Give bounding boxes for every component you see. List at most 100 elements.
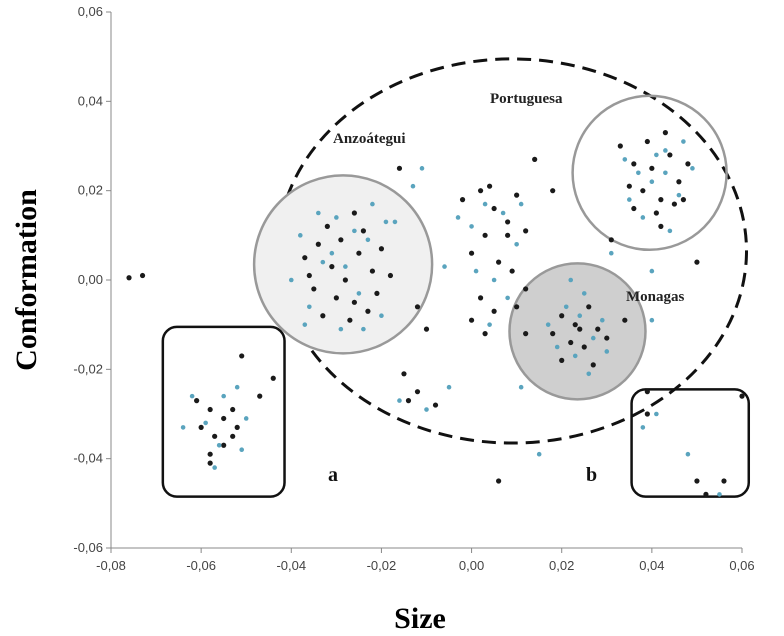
data-point-blue bbox=[180, 425, 186, 430]
data-point-dark bbox=[378, 246, 385, 252]
data-point-dark bbox=[523, 228, 529, 234]
data-point-dark bbox=[342, 277, 348, 283]
data-point-dark bbox=[658, 197, 664, 203]
x-tick-label: -0,04 bbox=[276, 558, 306, 573]
data-point-dark bbox=[239, 353, 245, 359]
data-point-dark bbox=[662, 130, 668, 136]
data-point-dark bbox=[356, 250, 362, 256]
data-point-blue bbox=[667, 228, 673, 234]
data-point-dark bbox=[396, 165, 403, 171]
x-tick-label: 0,06 bbox=[729, 558, 754, 573]
data-point-blue bbox=[622, 157, 628, 162]
y-tick-label: 0,02 bbox=[78, 183, 103, 198]
data-point-blue bbox=[649, 317, 655, 323]
data-point-blue bbox=[356, 291, 362, 296]
data-point-blue bbox=[681, 139, 686, 144]
data-point-blue bbox=[577, 313, 583, 319]
data-point-dark bbox=[685, 161, 691, 167]
data-point-dark bbox=[491, 205, 497, 212]
data-point-dark bbox=[230, 433, 236, 439]
data-point-dark bbox=[468, 317, 475, 323]
data-point-dark bbox=[401, 371, 407, 377]
data-point-blue bbox=[649, 179, 655, 185]
data-point-blue bbox=[410, 183, 416, 189]
data-point-blue bbox=[397, 398, 402, 403]
data-point-blue bbox=[608, 250, 614, 256]
data-point-dark bbox=[360, 228, 366, 234]
data-point-dark bbox=[423, 326, 430, 332]
data-point-blue bbox=[316, 210, 321, 216]
x-axis-title: Size bbox=[394, 602, 446, 635]
data-point-dark bbox=[559, 313, 565, 319]
data-point-blue bbox=[307, 304, 312, 310]
data-point-dark bbox=[324, 223, 330, 229]
data-point-blue bbox=[663, 148, 668, 153]
data-point-dark bbox=[230, 406, 236, 413]
data-point-blue bbox=[424, 407, 429, 412]
data-point-blue bbox=[636, 170, 641, 176]
data-point-dark bbox=[577, 326, 583, 332]
data-point-blue bbox=[500, 210, 506, 216]
data-point-blue bbox=[370, 201, 375, 207]
data-point-blue bbox=[572, 353, 578, 359]
y-tick-label: 0,04 bbox=[78, 93, 103, 108]
data-point-blue bbox=[654, 152, 659, 158]
data-point-blue bbox=[590, 335, 596, 341]
data-point-dark bbox=[351, 299, 357, 305]
data-point-dark bbox=[491, 308, 497, 314]
data-point-blue bbox=[298, 233, 303, 238]
data-point-dark bbox=[568, 339, 574, 346]
x-tick-label: -0,02 bbox=[367, 558, 397, 573]
data-point-blue bbox=[212, 465, 217, 470]
data-point-blue bbox=[640, 215, 646, 220]
data-point-dark bbox=[644, 389, 650, 395]
data-point-dark bbox=[631, 161, 637, 167]
data-point-blue bbox=[654, 411, 659, 417]
data-point-blue bbox=[334, 215, 339, 220]
data-point-dark bbox=[617, 143, 623, 149]
y-tick-label: -0,02 bbox=[73, 361, 103, 376]
data-point-dark bbox=[482, 331, 488, 337]
data-point-dark bbox=[374, 290, 380, 296]
data-point-blue bbox=[627, 197, 632, 202]
data-point-blue bbox=[383, 219, 389, 225]
data-point-blue bbox=[563, 304, 569, 310]
data-point-dark bbox=[496, 259, 502, 265]
data-point-blue bbox=[216, 442, 222, 448]
data-point-dark bbox=[414, 389, 421, 395]
data-point-dark bbox=[505, 232, 511, 238]
data-point-blue bbox=[338, 326, 344, 332]
data-point-dark bbox=[477, 188, 484, 194]
data-point-dark bbox=[329, 264, 335, 270]
y-tick-label: -0,06 bbox=[73, 540, 103, 555]
data-point-blue bbox=[536, 451, 542, 457]
data-point-dark bbox=[739, 393, 745, 399]
data-point-dark bbox=[194, 398, 200, 404]
data-point-dark bbox=[523, 286, 529, 292]
data-point-blue bbox=[685, 451, 691, 457]
data-point-blue bbox=[446, 384, 452, 390]
data-point-dark bbox=[221, 415, 227, 422]
data-point-blue bbox=[640, 425, 646, 430]
data-point-dark bbox=[477, 295, 484, 301]
data-point-dark bbox=[644, 411, 650, 417]
y-tick-label: 0,06 bbox=[78, 4, 103, 19]
data-point-dark bbox=[653, 210, 659, 216]
data-point-dark bbox=[234, 424, 240, 430]
data-point-blue bbox=[302, 322, 308, 327]
data-point-dark bbox=[671, 201, 677, 207]
box-b-rect bbox=[630, 388, 751, 498]
data-point-dark bbox=[721, 478, 727, 484]
anzoategui-circle bbox=[252, 174, 434, 355]
x-axis-ticks: -0,08 -0,06 -0,04 -0,02 0,00 0,02 0,04 0,06 bbox=[96, 548, 755, 573]
data-point-dark bbox=[626, 183, 632, 189]
x-tick-label: 0,04 bbox=[639, 558, 664, 573]
data-point-dark bbox=[631, 205, 637, 212]
data-point-blue bbox=[329, 250, 335, 256]
data-point-blue bbox=[365, 237, 371, 243]
data-point-dark bbox=[532, 156, 538, 162]
data-point-dark bbox=[482, 232, 488, 238]
data-point-blue bbox=[203, 420, 208, 426]
data-point-blue bbox=[676, 192, 682, 198]
data-point-dark bbox=[338, 237, 344, 243]
